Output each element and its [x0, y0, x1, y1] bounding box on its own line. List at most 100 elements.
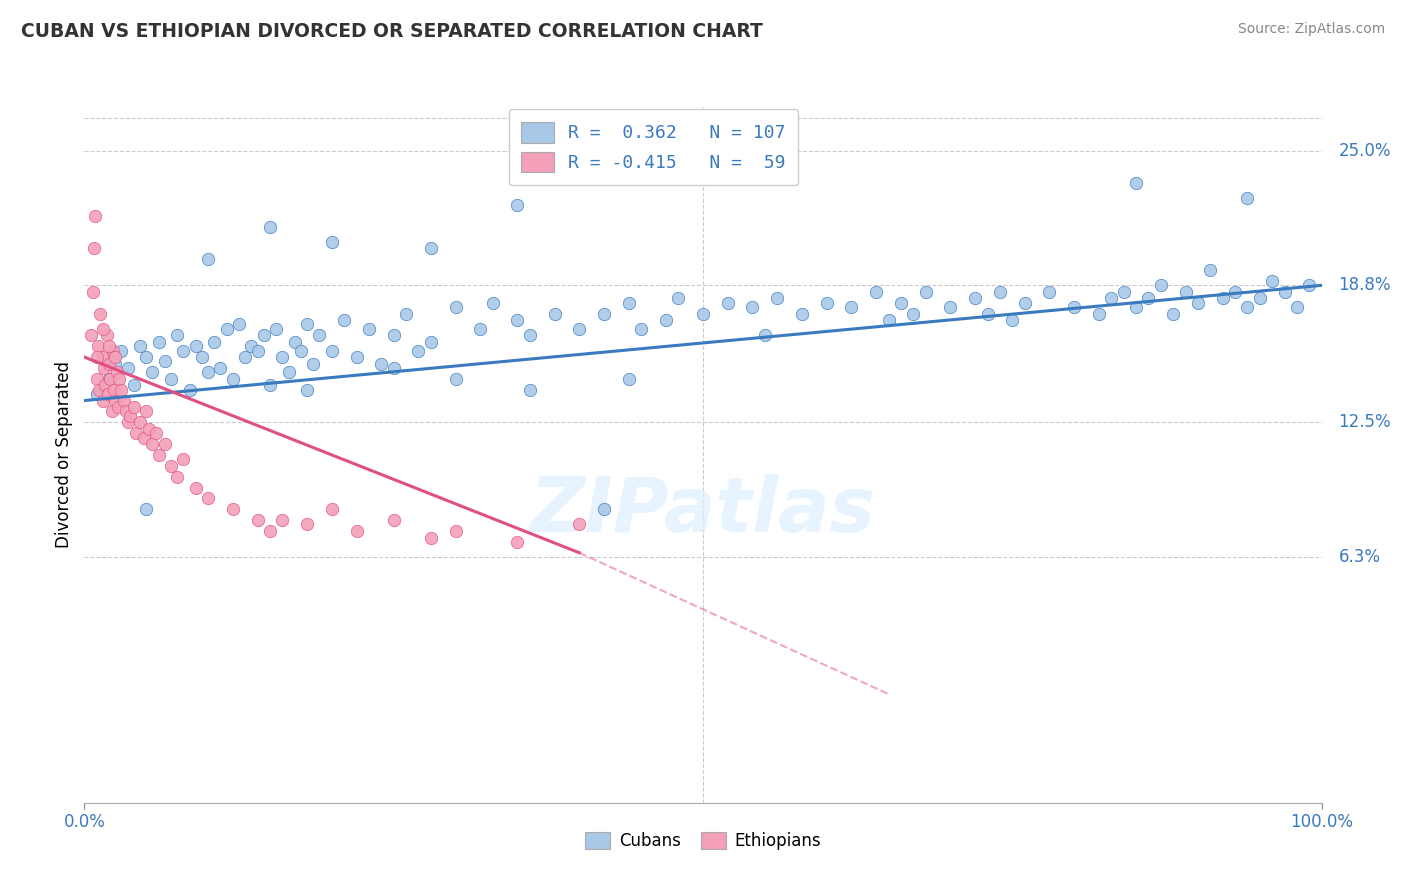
Point	[172, 452, 194, 467]
Point	[259, 524, 281, 538]
Point	[172, 343, 194, 358]
Point	[148, 334, 170, 349]
Point	[90, 350, 112, 364]
Point	[370, 357, 392, 371]
Point	[96, 328, 118, 343]
Point	[132, 430, 155, 444]
Point	[104, 350, 127, 364]
Point	[630, 322, 652, 336]
Point	[246, 343, 269, 358]
Point	[104, 357, 127, 371]
Point	[117, 415, 139, 429]
Point	[543, 307, 565, 321]
Point	[382, 361, 405, 376]
Point	[965, 291, 987, 305]
Point	[122, 378, 145, 392]
Point	[160, 458, 183, 473]
Point	[593, 502, 616, 516]
Point	[382, 513, 405, 527]
Point	[166, 328, 188, 343]
Point	[1199, 263, 1222, 277]
Point	[617, 295, 640, 310]
Point	[160, 372, 183, 386]
Point	[145, 426, 167, 441]
Point	[395, 307, 418, 321]
Point	[141, 365, 163, 379]
Point	[197, 365, 219, 379]
Point	[815, 295, 838, 310]
Point	[444, 300, 467, 314]
Point	[481, 295, 503, 310]
Point	[79, 328, 101, 343]
Point	[91, 393, 114, 408]
Point	[754, 328, 776, 343]
Text: 18.8%: 18.8%	[1339, 277, 1391, 294]
Point	[419, 334, 441, 349]
Point	[129, 339, 152, 353]
Point	[444, 524, 467, 538]
Point	[228, 318, 250, 332]
Point	[1174, 285, 1197, 299]
Point	[83, 241, 105, 255]
Point	[1236, 300, 1258, 314]
Point	[1285, 300, 1308, 314]
Point	[259, 219, 281, 234]
Point	[233, 350, 256, 364]
Point	[135, 404, 157, 418]
Point	[86, 372, 108, 386]
Point	[692, 307, 714, 321]
Point	[271, 350, 294, 364]
Point	[129, 415, 152, 429]
Text: Source: ZipAtlas.com: Source: ZipAtlas.com	[1237, 22, 1385, 37]
Point	[84, 209, 107, 223]
Point	[1125, 300, 1147, 314]
Point	[470, 322, 492, 336]
Point	[1274, 285, 1296, 299]
Point	[222, 502, 245, 516]
Point	[259, 378, 281, 392]
Point	[222, 372, 245, 386]
Point	[153, 354, 176, 368]
Point	[246, 513, 269, 527]
Point	[153, 437, 176, 451]
Point	[110, 343, 132, 358]
Text: 6.3%: 6.3%	[1339, 548, 1381, 566]
Point	[141, 437, 163, 451]
Point	[101, 343, 124, 358]
Text: 25.0%: 25.0%	[1339, 142, 1391, 160]
Point	[382, 328, 405, 343]
Point	[419, 531, 441, 545]
Point	[519, 383, 541, 397]
Point	[98, 372, 121, 386]
Point	[191, 350, 214, 364]
Point	[593, 307, 616, 321]
Point	[87, 339, 110, 353]
Point	[86, 387, 108, 401]
Point	[148, 448, 170, 462]
Point	[1223, 285, 1246, 299]
Point	[120, 409, 142, 423]
Point	[89, 383, 111, 397]
Point	[717, 295, 740, 310]
Point	[741, 300, 763, 314]
Point	[179, 383, 201, 397]
Point	[444, 372, 467, 386]
Point	[903, 307, 925, 321]
Point	[1187, 295, 1209, 310]
Point	[519, 328, 541, 343]
Y-axis label: Divorced or Separated: Divorced or Separated	[55, 361, 73, 549]
Point	[321, 502, 343, 516]
Point	[1150, 278, 1173, 293]
Point	[103, 383, 125, 397]
Point	[110, 383, 132, 397]
Point	[302, 357, 325, 371]
Point	[1112, 285, 1135, 299]
Point	[568, 517, 591, 532]
Point	[97, 387, 120, 401]
Point	[666, 291, 689, 305]
Point	[135, 502, 157, 516]
Point	[1088, 307, 1111, 321]
Point	[135, 350, 157, 364]
Point	[202, 334, 225, 349]
Text: CUBAN VS ETHIOPIAN DIVORCED OR SEPARATED CORRELATION CHART: CUBAN VS ETHIOPIAN DIVORCED OR SEPARATED…	[21, 22, 763, 41]
